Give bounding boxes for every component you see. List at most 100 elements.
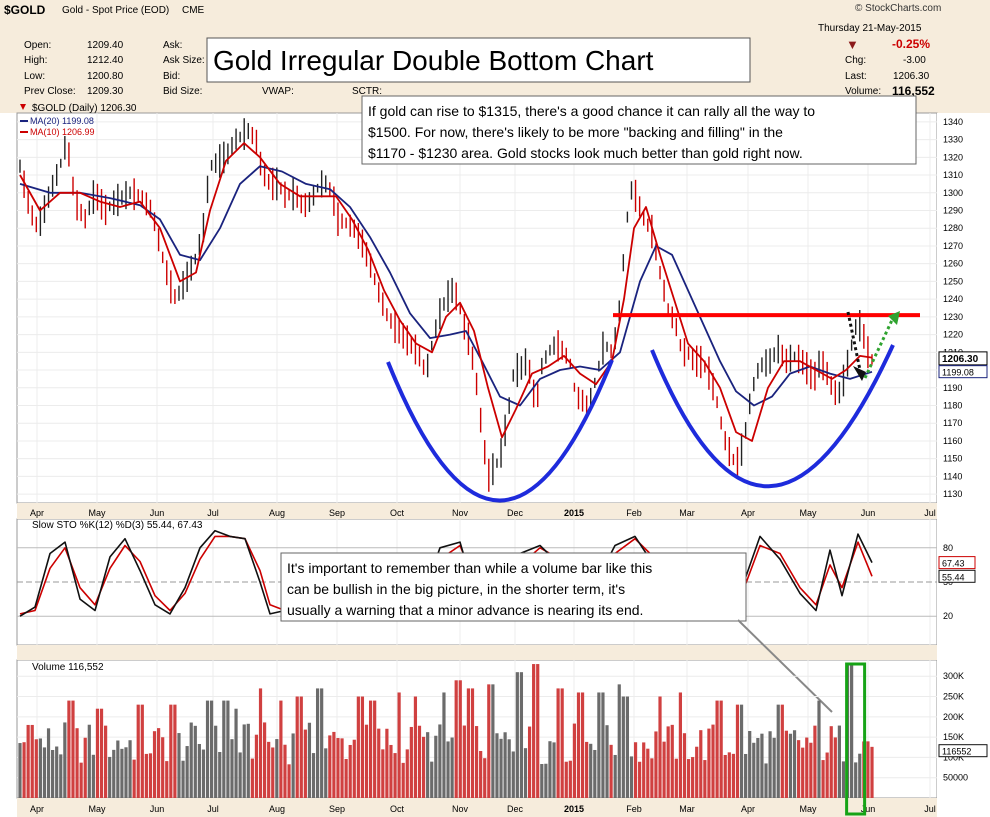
- volume-bar: [670, 724, 674, 798]
- volume-bar: [214, 725, 218, 798]
- price-tick-label: 1280: [943, 223, 963, 233]
- annotation-top-line: $1170 - $1230 area. Gold stocks look muc…: [368, 145, 803, 161]
- volume-bar: [95, 708, 100, 798]
- volume-bar: [104, 725, 108, 798]
- x-month-label: Oct: [390, 508, 405, 518]
- volume-bar: [340, 738, 344, 798]
- price-panel: [16, 112, 938, 504]
- volume-bar: [470, 688, 475, 798]
- volume-bar: [572, 723, 577, 798]
- volume-bar: [356, 696, 360, 798]
- volume-bar: [120, 748, 124, 798]
- volume-bar: [601, 692, 605, 798]
- volume-bar: [79, 762, 83, 798]
- volume-bar: [157, 728, 161, 798]
- volume-bar: [662, 741, 666, 798]
- volume-bar: [536, 664, 540, 798]
- annotation-sto-line: It's important to remember than while a …: [287, 560, 652, 576]
- x-month-label: May: [799, 804, 817, 814]
- volume-bar: [311, 753, 316, 798]
- volume-bar: [205, 700, 210, 798]
- change-pct: -0.25%: [892, 37, 931, 51]
- sto-tick-label: 20: [943, 611, 953, 621]
- volume-bar: [328, 735, 332, 798]
- volume-bar: [776, 704, 780, 798]
- volume-bar: [792, 730, 797, 798]
- volume-bar: [788, 733, 793, 798]
- volume-bar: [548, 741, 552, 798]
- ma20-tag: [938, 365, 988, 379]
- price-tick-label: 1310: [943, 170, 963, 180]
- volume-bar: [161, 737, 165, 798]
- volume-bar: [348, 744, 352, 798]
- volume-bar: [462, 725, 466, 798]
- volume-highlight-box: [845, 662, 867, 816]
- volume-bar: [593, 749, 597, 798]
- volume-bar: [152, 731, 157, 798]
- volume-bar: [434, 735, 438, 798]
- volume-bar: [540, 764, 544, 798]
- volume-bar: [417, 725, 422, 798]
- volume-bar: [22, 742, 26, 798]
- volume-bar: [458, 680, 462, 798]
- volume-bar: [715, 700, 719, 798]
- x-month-label: Oct: [390, 804, 405, 814]
- volume-bar: [544, 763, 548, 798]
- volume-bar: [242, 724, 246, 798]
- price-tick-label: 1150: [943, 454, 962, 464]
- volume-bar: [650, 758, 654, 798]
- volume-bar: [752, 742, 756, 798]
- volume-bar: [605, 725, 609, 798]
- volume-bar: [866, 741, 870, 798]
- volume-tick-label: 150K: [943, 732, 964, 742]
- volume-bar: [686, 759, 691, 798]
- x-month-label: May: [88, 804, 106, 814]
- volume-bar: [230, 739, 234, 798]
- volume-bar: [83, 737, 87, 798]
- volume-bar: [474, 726, 479, 798]
- x-month-label: Jul: [207, 508, 219, 518]
- annotation-top-line: $1500. For now, there's likely to be mor…: [368, 124, 783, 140]
- volume-bar: [381, 749, 385, 798]
- volume-bar: [801, 747, 805, 798]
- volume-bar: [144, 753, 148, 798]
- volume-bar: [515, 672, 519, 798]
- volume-bar: [727, 752, 731, 798]
- volume-bar: [197, 743, 201, 798]
- volume-bar: [87, 724, 91, 798]
- volume-bar: [699, 730, 703, 798]
- price-tick-label: 1190: [943, 383, 962, 393]
- ma10-line: [19, 142, 873, 442]
- up-arrowhead-icon: [888, 311, 900, 325]
- volume-bar: [821, 760, 825, 798]
- first-bottom-curve: [386, 359, 614, 503]
- price-tick-label: 1220: [943, 330, 963, 340]
- x-month-label: Jul: [207, 804, 219, 814]
- volume-bar: [499, 738, 503, 798]
- volume-bar: [487, 684, 491, 798]
- volume-bar: [112, 749, 116, 798]
- volume-bar: [189, 722, 193, 798]
- volume-bar: [377, 728, 381, 798]
- volume-bar: [805, 737, 809, 798]
- price-tick-label: 1340: [943, 117, 963, 127]
- x-month-label: Mar: [679, 508, 695, 518]
- volume-bar: [283, 744, 287, 798]
- volume-bar: [165, 761, 169, 798]
- volume-bar: [797, 740, 801, 798]
- volume-bar: [646, 748, 650, 798]
- volume-legend: Volume 116,552: [32, 662, 104, 673]
- volume-bar: [760, 733, 764, 798]
- volume-bar: [38, 738, 42, 798]
- prevclose-value: 1209.30: [87, 86, 124, 97]
- x-month-label: Apr: [741, 804, 755, 814]
- chg-value: -3.00: [903, 55, 926, 66]
- price-tick-label: 1300: [943, 188, 963, 198]
- volume-bar: [262, 722, 267, 798]
- price-tick-label: 1330: [943, 135, 963, 145]
- volume-bar: [75, 728, 79, 798]
- volume-bar: [654, 731, 658, 798]
- sto-d-tag-label: 55.44: [942, 572, 965, 582]
- volume-bar: [813, 725, 817, 798]
